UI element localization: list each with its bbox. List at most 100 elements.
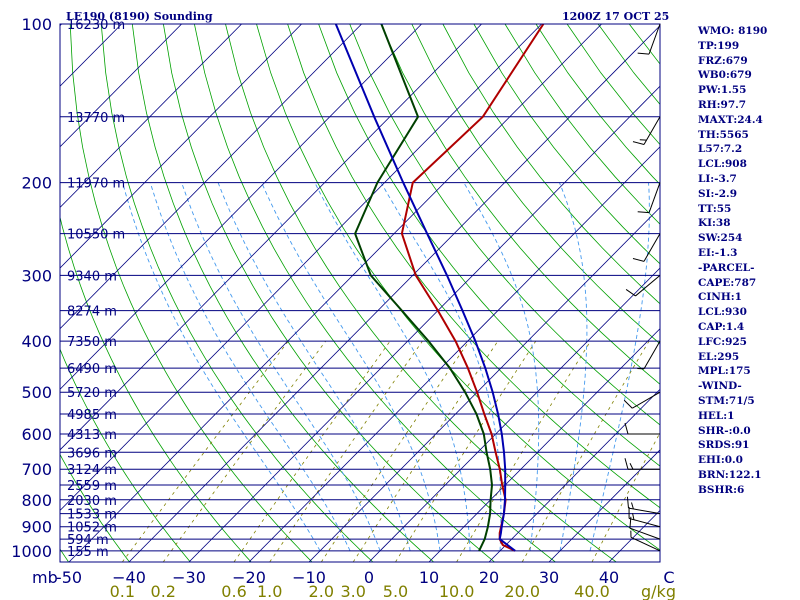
parameter-item: -PARCEL- xyxy=(698,261,755,274)
dry-adiabat xyxy=(131,24,434,562)
pressure-label: 600 xyxy=(21,425,52,444)
parameter-item: HEL:1 xyxy=(698,409,735,422)
parameter-item: TT:55 xyxy=(698,202,732,215)
parameter-item: BSHR:6 xyxy=(698,483,745,496)
pressure-label: 200 xyxy=(21,174,52,193)
isotherm xyxy=(60,24,542,512)
mixing-ratio-line xyxy=(269,340,423,562)
parameter-item: STM:71/5 xyxy=(698,394,755,407)
parameter-item: TP:199 xyxy=(698,39,740,52)
parameter-item: LCL:908 xyxy=(698,158,747,171)
parameter-item: BRN:122.1 xyxy=(698,468,762,481)
mixing-ratio-label: 3.0 xyxy=(341,582,366,600)
dry-adiabat xyxy=(349,24,660,426)
pressure-label: 700 xyxy=(21,460,52,479)
wind-barb xyxy=(632,116,661,145)
dry-adiabat xyxy=(225,24,617,562)
pressure-label: 900 xyxy=(21,518,52,537)
pressure-label: 1000 xyxy=(11,542,52,561)
isotherm xyxy=(428,328,660,562)
height-label: 2030 m xyxy=(67,494,117,509)
parameter-item: MAXT:24.4 xyxy=(698,113,763,126)
parcel-line xyxy=(334,24,516,552)
sounding-profiles xyxy=(334,24,545,552)
dry-adiabat xyxy=(473,24,660,265)
parameter-item: CAPE:787 xyxy=(698,276,757,289)
dry-adiabat xyxy=(411,24,660,345)
temperature-tick-label: −30 xyxy=(172,568,206,587)
height-label: 16230 m xyxy=(67,18,125,33)
parameter-item: -WIND- xyxy=(698,380,742,393)
isotherm xyxy=(68,24,602,562)
wind-barb xyxy=(623,391,661,409)
isotherm xyxy=(488,388,660,562)
parameter-item: L57:7.2 xyxy=(698,143,743,156)
chart-time: 1200Z 17 OCT 25 xyxy=(562,10,669,23)
height-label: 5720 m xyxy=(67,386,117,401)
mixing-ratio-label: 2.0 xyxy=(309,582,334,600)
temperature-tick-label: -50 xyxy=(56,568,82,587)
parameter-item: RH:97.7 xyxy=(698,98,747,111)
mixing-ratio-unit-label: g/kg xyxy=(641,582,676,600)
height-label: 11970 m xyxy=(67,177,125,192)
parameter-item: SW:254 xyxy=(698,232,743,245)
parameter-item: WMO: 8190 xyxy=(698,25,768,37)
dry-adiabat xyxy=(69,24,313,562)
dry-adiabat xyxy=(60,348,191,562)
mixing-ratio-label: 40.0 xyxy=(574,582,610,600)
parameter-item: PW:1.55 xyxy=(698,84,747,97)
height-label: 2559 m xyxy=(67,479,117,494)
dry-adiabat xyxy=(60,215,252,562)
mixing-ratio-line xyxy=(352,340,499,562)
dry-adiabat xyxy=(287,24,660,509)
moist-adiabat xyxy=(558,182,588,551)
temperature-tick-label: C xyxy=(663,568,674,587)
chart-title: LE190 (8190) Sounding xyxy=(66,10,213,23)
moist-adiabat xyxy=(122,182,321,552)
mixing-ratio-line xyxy=(162,340,326,562)
dry-adiabat xyxy=(256,24,660,551)
wind-barb xyxy=(625,274,661,297)
moist-adiabat xyxy=(314,182,471,551)
isotherm xyxy=(60,24,422,390)
temperature-tick-label: 0 xyxy=(364,568,374,587)
isotherm xyxy=(60,24,482,451)
dewpoint-line xyxy=(354,24,493,552)
temperature-tick-label: 20 xyxy=(479,568,499,587)
parameter-item: CINH:1 xyxy=(698,291,742,304)
parameter-item: LFC:925 xyxy=(698,335,747,348)
height-label: 4985 m xyxy=(67,408,117,423)
moist-adiabat xyxy=(181,182,381,551)
temperature-tick-label: 40 xyxy=(599,568,619,587)
height-label: 3124 m xyxy=(67,463,117,478)
wind-barb xyxy=(626,496,661,515)
wind-barb xyxy=(637,340,661,370)
mixing-ratio-label: 0.6 xyxy=(221,582,246,600)
mixing-ratio-label: 10.0 xyxy=(439,582,475,600)
moist-adiabat xyxy=(380,182,502,551)
background-lines xyxy=(0,24,660,562)
pressure-label: 300 xyxy=(21,266,52,285)
parameter-item: EL:295 xyxy=(698,350,740,363)
wind-barb xyxy=(632,233,661,262)
isotherm xyxy=(0,24,2,562)
plot-frame xyxy=(59,23,661,563)
plot-border xyxy=(59,23,661,563)
wind-barb xyxy=(628,507,661,528)
isotherm xyxy=(60,24,182,148)
parameter-item: TH:5565 xyxy=(698,128,749,141)
pressure-label: 800 xyxy=(21,491,52,510)
height-label: 3696 m xyxy=(67,446,117,461)
moist-adiabat xyxy=(149,182,351,552)
parameter-item: EI:-1.3 xyxy=(698,246,738,259)
temperature-tick-label: −20 xyxy=(232,568,266,587)
mixing-ratio-line xyxy=(233,340,391,562)
isotherm xyxy=(548,449,660,562)
wind-barb xyxy=(630,530,661,552)
mixing-ratio-line xyxy=(395,340,537,562)
dry-adiabat xyxy=(163,24,495,562)
parameter-item: KI:38 xyxy=(698,217,731,230)
dry-adiabat xyxy=(194,24,556,562)
parameter-item: SI:-2.9 xyxy=(698,187,737,200)
